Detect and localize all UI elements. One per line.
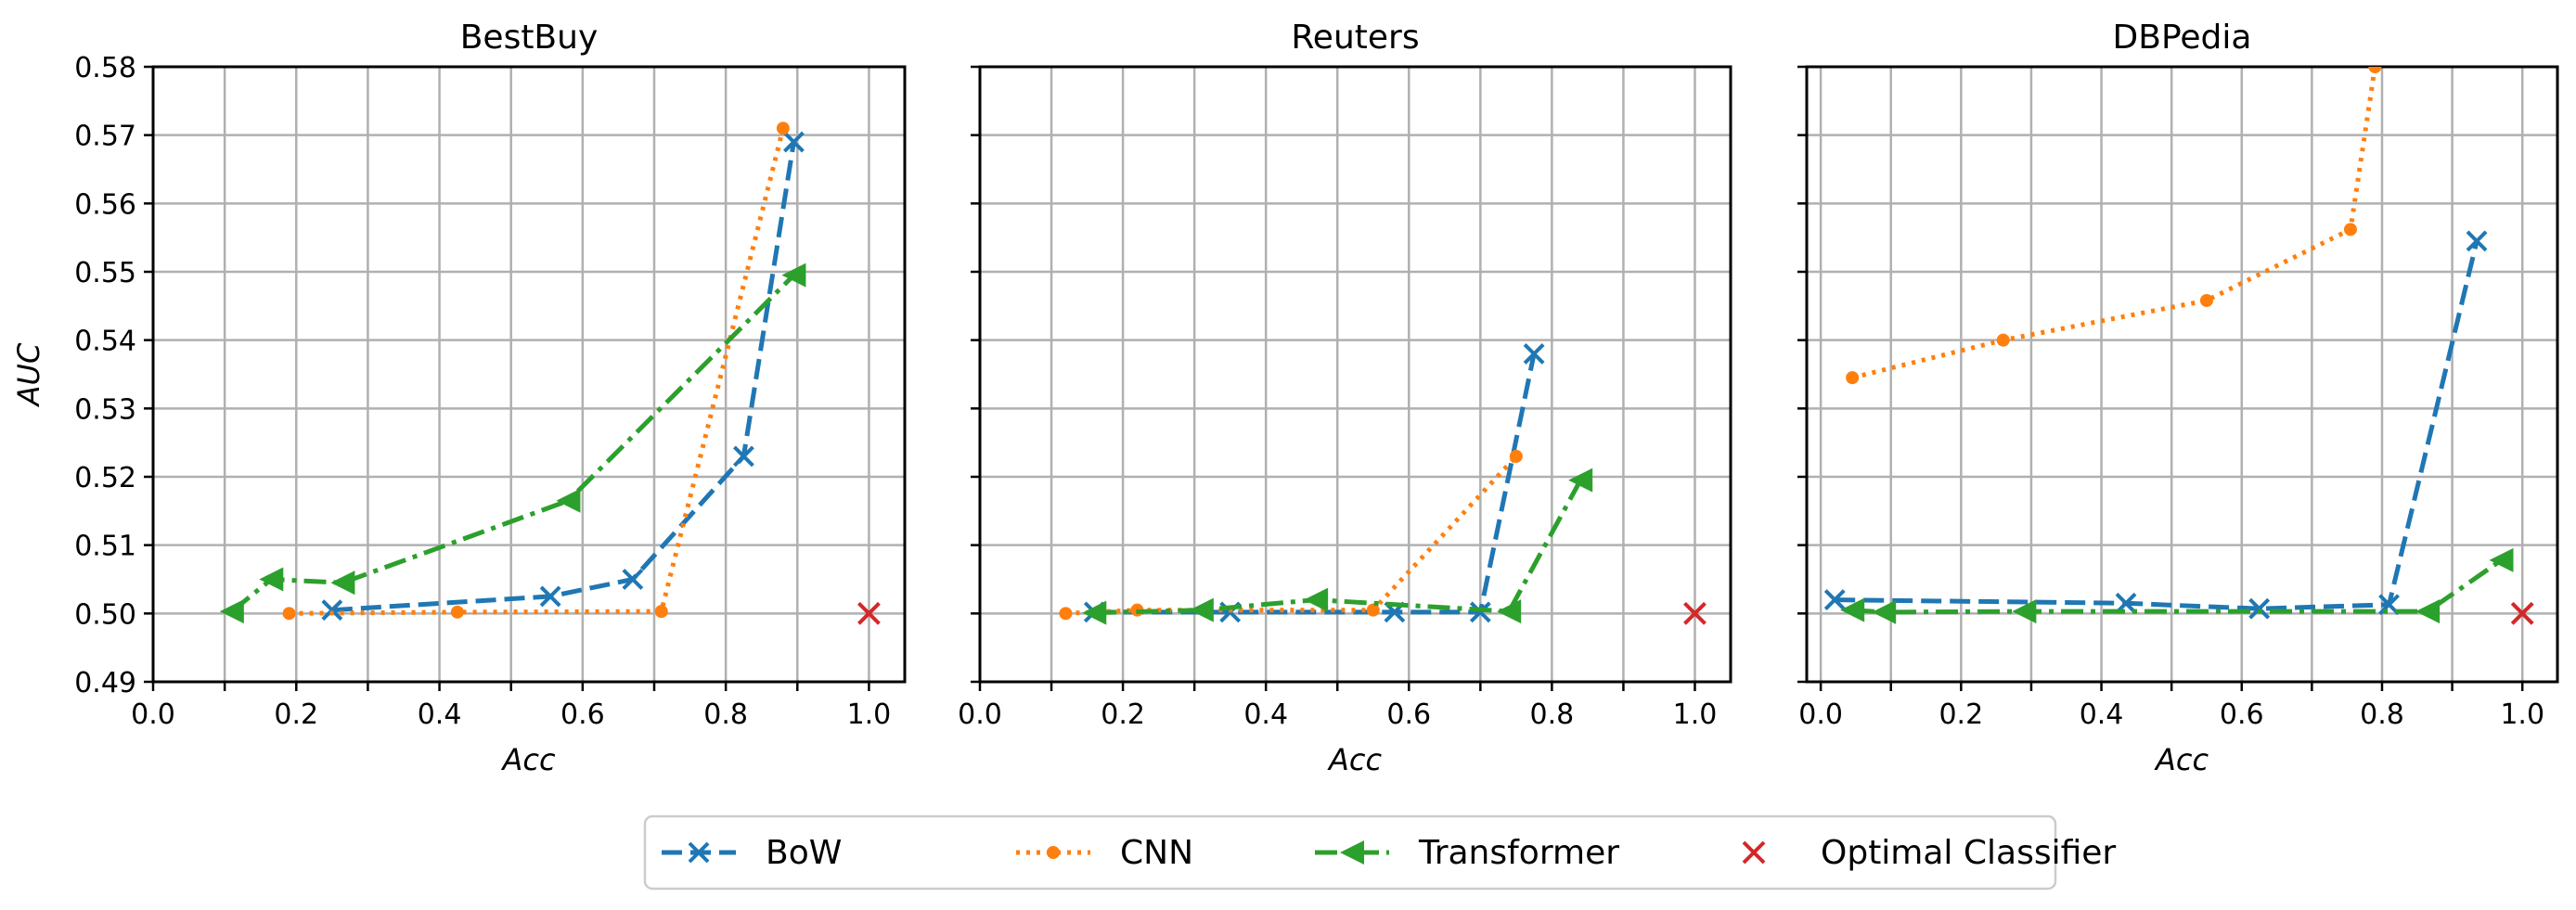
y-tick-label: 0.49 [74,667,136,699]
y-tick-label: 0.50 [74,598,136,631]
series-line-cnn [1066,456,1516,613]
series-bow [1825,232,2486,618]
x-tick-label: 1.0 [1673,699,1718,731]
x-tick-label: 0.2 [1938,699,1983,731]
data-point-cnn [2200,294,2213,307]
legend-label: CNN [1120,834,1193,872]
panel-reuters: 0.0 0.2 0.4 0.6 0.8 1.0 Reuters Acc [958,19,1731,777]
y-tick-label: 0.54 [74,326,136,358]
x-tick-label: 0.2 [1101,699,1145,731]
data-point-transformer [2490,548,2514,572]
series-line-transformer [232,276,794,611]
x-axis-label: Acc [500,742,555,777]
data-point-transformer [330,570,354,595]
panel-title: BestBuy [460,19,599,57]
data-point-transformer [556,489,580,513]
x-axis-label: Acc [2154,742,2209,777]
series-transformer [1840,548,2513,624]
series-line-cnn [1852,67,2375,378]
data-point-cnn [1997,334,2010,347]
y-tick-label: 0.55 [74,257,136,289]
legend-label: Optimal Classifier [1821,834,2116,872]
panel-bestbuy: 0.0 0.2 0.4 0.6 0.8 1.0 0.49 0.50 0.51 0.52 0.53 0.… [11,19,905,777]
y-tick-label: 0.57 [74,121,136,153]
legend: BoW CNN Transformer Optimal Classifier [645,816,2116,889]
x-tick-label: 0.6 [2220,699,2264,731]
panel-title: Reuters [1291,19,1419,57]
data-point-cnn [1510,450,1523,463]
series-line-bow [332,142,794,610]
data-point-cnn [1059,607,1072,620]
plot-area [1059,344,1592,624]
y-axis-label: AUC [11,342,46,407]
x-tick-label: 0.4 [1243,699,1288,731]
axes-frame [153,67,905,682]
panel-title: DBPedia [2113,19,2252,57]
plot-area [1825,60,2513,624]
series-bow [323,133,804,620]
series-transformer [220,263,806,623]
x-tick-label: 0.4 [2080,699,2124,731]
x-tick-label: 0.8 [2360,699,2404,731]
data-point-transformer [259,568,283,592]
x-tick-label: 0.8 [703,699,748,731]
x-tick-label: 0.0 [131,699,175,731]
ticks [1797,67,2522,691]
series-line-transformer [1852,560,2501,612]
grid [980,67,1731,682]
series-bow [1085,344,1543,621]
panel-dbpedia: 0.0 0.2 0.4 0.6 0.8 1.0 DBPedia Acc [1797,19,2557,777]
series-cnn [1846,60,2381,384]
data-point-cnn [777,122,790,135]
data-point-cnn [655,605,668,618]
data-point-transformer [1190,598,1214,622]
series-line-bow [1094,353,1534,612]
x-tick-label: 1.0 [2500,699,2544,731]
data-point-cnn [2344,223,2357,236]
data-point-transformer [1568,468,1592,493]
x-tick-label: 0.8 [1530,699,1575,731]
legend-marker [1047,846,1060,859]
y-tick-label: 0.56 [74,188,136,221]
series-line-bow [1835,241,2477,609]
axes-frame [980,67,1731,682]
series-cnn [1059,450,1522,620]
data-point-transformer [1304,588,1328,612]
ticks [971,67,1694,691]
data-point-cnn [1846,371,1859,384]
legend-label: BoW [766,834,842,872]
x-tick-label: 0.6 [1386,699,1431,731]
data-point-cnn [283,607,296,620]
y-tick-label: 0.52 [74,462,136,494]
legend-label: Transformer [1418,834,1619,872]
series-line-cnn [290,128,783,613]
chart-panels: 0.0 0.2 0.4 0.6 0.8 1.0 0.49 0.50 0.51 0.52 0.53 0.… [11,19,2557,777]
data-point-transformer [1872,600,1896,624]
y-tick-label: 0.58 [74,52,136,84]
data-point-transformer [220,599,244,623]
y-tick-label: 0.53 [74,393,136,426]
x-tick-label: 0.4 [418,699,462,731]
grid [153,67,905,682]
data-point-cnn [2368,60,2381,73]
data-point-transformer [1497,599,1521,623]
x-tick-label: 0.6 [560,699,605,731]
x-tick-label: 0.2 [274,699,318,731]
data-point-cnn [451,606,464,619]
x-axis-label: Acc [1327,742,1382,777]
x-tick-label: 0.0 [958,699,1002,731]
y-tick-label: 0.51 [74,531,136,563]
x-tick-label: 1.0 [847,699,892,731]
x-tick-label: 0.0 [1798,699,1843,731]
data-point-transformer [2415,599,2440,623]
plot-area [220,122,806,623]
